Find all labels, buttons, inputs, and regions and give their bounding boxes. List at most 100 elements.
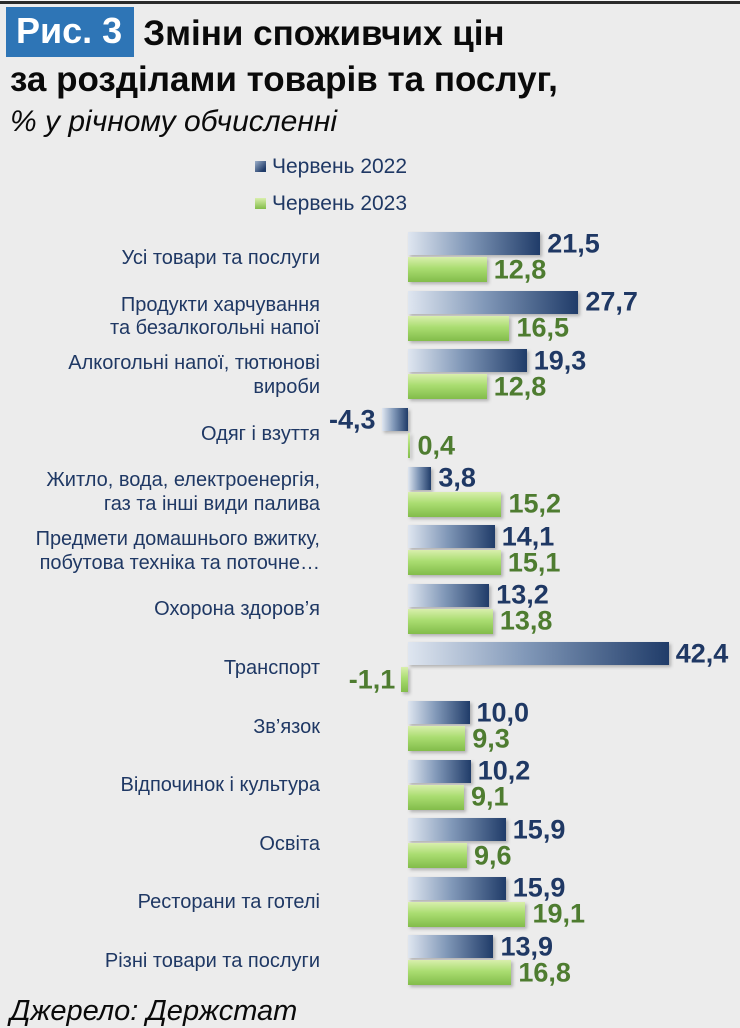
chart-row: Освіта 15,9 9,6	[0, 815, 740, 874]
chart-row: Різні товари та послуги 13,9 16,8	[0, 932, 740, 991]
category-label: Різні товари та послуги	[104, 949, 320, 972]
category-label: Зв’язок	[253, 715, 320, 738]
bar-line: 9,6	[330, 840, 740, 871]
chart-row: Відпочинок і культура 10,2 9,1	[0, 757, 740, 816]
value-label-june-2023: 19,1	[532, 898, 586, 929]
value-label-june-2022: 15,9	[512, 872, 566, 903]
bar-group: 27,7 16,5	[330, 288, 740, 347]
bar-line: 13,8	[330, 605, 740, 636]
bar-june-2022	[408, 759, 471, 783]
value-label-june-2023: 12,8	[493, 254, 547, 285]
chart-header: Рис. 3 Зміни споживчих цін за розділами …	[6, 7, 740, 137]
bar-june-2022	[408, 349, 527, 373]
value-label-june-2022: 19,3	[533, 345, 587, 376]
bar-june-2022	[408, 876, 506, 900]
value-label-june-2022: -4,3	[329, 404, 376, 435]
bar-june-2022	[408, 525, 495, 549]
category-label: Ресторани та готелі	[137, 891, 320, 914]
bar-june-2022	[408, 642, 669, 666]
value-label-june-2022: 10,2	[477, 755, 531, 786]
bar-june-2023	[408, 901, 526, 927]
bar-june-2023	[408, 491, 502, 517]
legend-label-june-2023: Червень 2023	[272, 192, 408, 216]
category-label: Продукти харчування та безалкогольні нап…	[110, 293, 320, 340]
bar-line: 10,0	[330, 697, 740, 728]
bar-june-2023	[408, 726, 466, 752]
bar-june-2022	[408, 701, 470, 725]
value-label-june-2023: 13,8	[499, 605, 553, 636]
bar-group: 21,5 12,8	[330, 229, 740, 288]
bar-group: 42,4 -1,1	[330, 639, 740, 698]
value-label-june-2023: 15,1	[507, 547, 561, 578]
bar-line: 15,9	[330, 872, 740, 903]
bar-june-2023	[408, 960, 512, 986]
chart-row: Продукти харчування та безалкогольні нап…	[0, 288, 740, 347]
category-label: Відпочинок і культура	[120, 774, 320, 797]
bar-line: 13,9	[330, 931, 740, 962]
value-label-june-2022: 10,0	[476, 697, 530, 728]
category-label: Алкогольні напої, тютюнові вироби	[68, 352, 320, 398]
chart-row: Транспорт 42,4 -1,1	[0, 639, 740, 698]
bar-line: 15,2	[330, 490, 740, 517]
value-label-june-2023: 9,6	[474, 840, 512, 871]
bar-line: 12,8	[330, 373, 740, 400]
category-label: Житло, вода, електроенергія, газ та інші…	[46, 469, 320, 515]
bar-line: 0,4	[330, 430, 740, 461]
bar-june-2022	[408, 466, 432, 490]
value-label-june-2023: 16,5	[516, 312, 570, 343]
value-label-june-2023: 0,4	[417, 430, 455, 461]
chart-row: Одяг і взуття -4,3 0,4	[0, 405, 740, 464]
bar-line: 42,4	[330, 640, 740, 667]
source-note: Джерело: Держстат	[10, 995, 298, 1027]
bar-june-2023	[408, 608, 493, 634]
bar-line: 27,7	[330, 288, 740, 315]
bar-june-2022	[408, 232, 541, 256]
chart-row: Усі товари та послуги 21,5 12,8	[0, 229, 740, 288]
value-label-june-2023: -1,1	[348, 664, 396, 695]
legend-swatch-2022-icon	[255, 161, 266, 173]
legend-label-june-2022: Червень 2022	[272, 155, 408, 179]
category-label: Транспорт	[223, 656, 320, 679]
bar-group: 3,8 15,2	[330, 464, 740, 523]
chart-legend: Червень 2022 Червень 2023	[255, 155, 740, 215]
chart-row: Зв’язок 10,0 9,3	[0, 698, 740, 757]
figure-badge: Рис. 3	[6, 7, 135, 57]
chart-row: Алкогольні напої, тютюнові вироби 19,3 12,…	[0, 346, 740, 405]
bar-line: 15,1	[330, 547, 740, 578]
bar-group: 15,9 19,1	[330, 874, 740, 933]
value-label-june-2022: 13,9	[500, 931, 554, 962]
value-label-june-2023: 9,1	[470, 781, 509, 812]
value-label-june-2022: 15,9	[512, 814, 566, 845]
chart-row: Ресторани та готелі 15,9 19,1	[0, 874, 740, 933]
bar-group: 14,1 15,1	[330, 522, 740, 581]
bar-june-2022	[408, 290, 579, 314]
bar-group: -4,3 0,4	[329, 404, 740, 464]
bar-line: -4,3	[329, 404, 740, 435]
top-strip	[0, 0, 740, 1]
bar-group: 13,9 16,8	[330, 932, 740, 991]
bar-group: 10,2 9,1	[330, 757, 740, 816]
bar-group: 13,2 13,8	[330, 581, 740, 640]
category-label: Предмети домашнього вжитку, побутова тех…	[35, 527, 320, 574]
legend-swatch-2023-icon	[255, 198, 266, 210]
legend-item-june-2023: Червень 2023	[255, 192, 740, 215]
value-label-june-2022: 13,2	[496, 579, 549, 610]
bar-group: 19,3 12,8	[330, 346, 740, 405]
bar-group: 15,9 9,6	[330, 815, 740, 874]
bar-line: 9,1	[330, 781, 740, 812]
bar-line: 14,1	[330, 523, 740, 550]
category-label: Освіта	[259, 832, 320, 855]
bar-june-2022	[408, 818, 506, 842]
bar-group: 10,0 9,3	[330, 698, 740, 757]
value-label-june-2023: 9,3	[472, 723, 510, 754]
bar-june-2023	[408, 315, 510, 341]
bar-line: 12,8	[330, 254, 740, 285]
chart-footer: Джерело: Держстат	[0, 995, 740, 1028]
chart-row: Охорона здоров’я 13,2 13,8	[0, 581, 740, 640]
bar-line: 19,3	[330, 345, 740, 376]
bar-line: -1,1	[330, 664, 740, 695]
bar-june-2022	[408, 583, 490, 607]
category-label: Охорона здоров’я	[154, 598, 320, 621]
bar-june-2023	[408, 257, 487, 283]
